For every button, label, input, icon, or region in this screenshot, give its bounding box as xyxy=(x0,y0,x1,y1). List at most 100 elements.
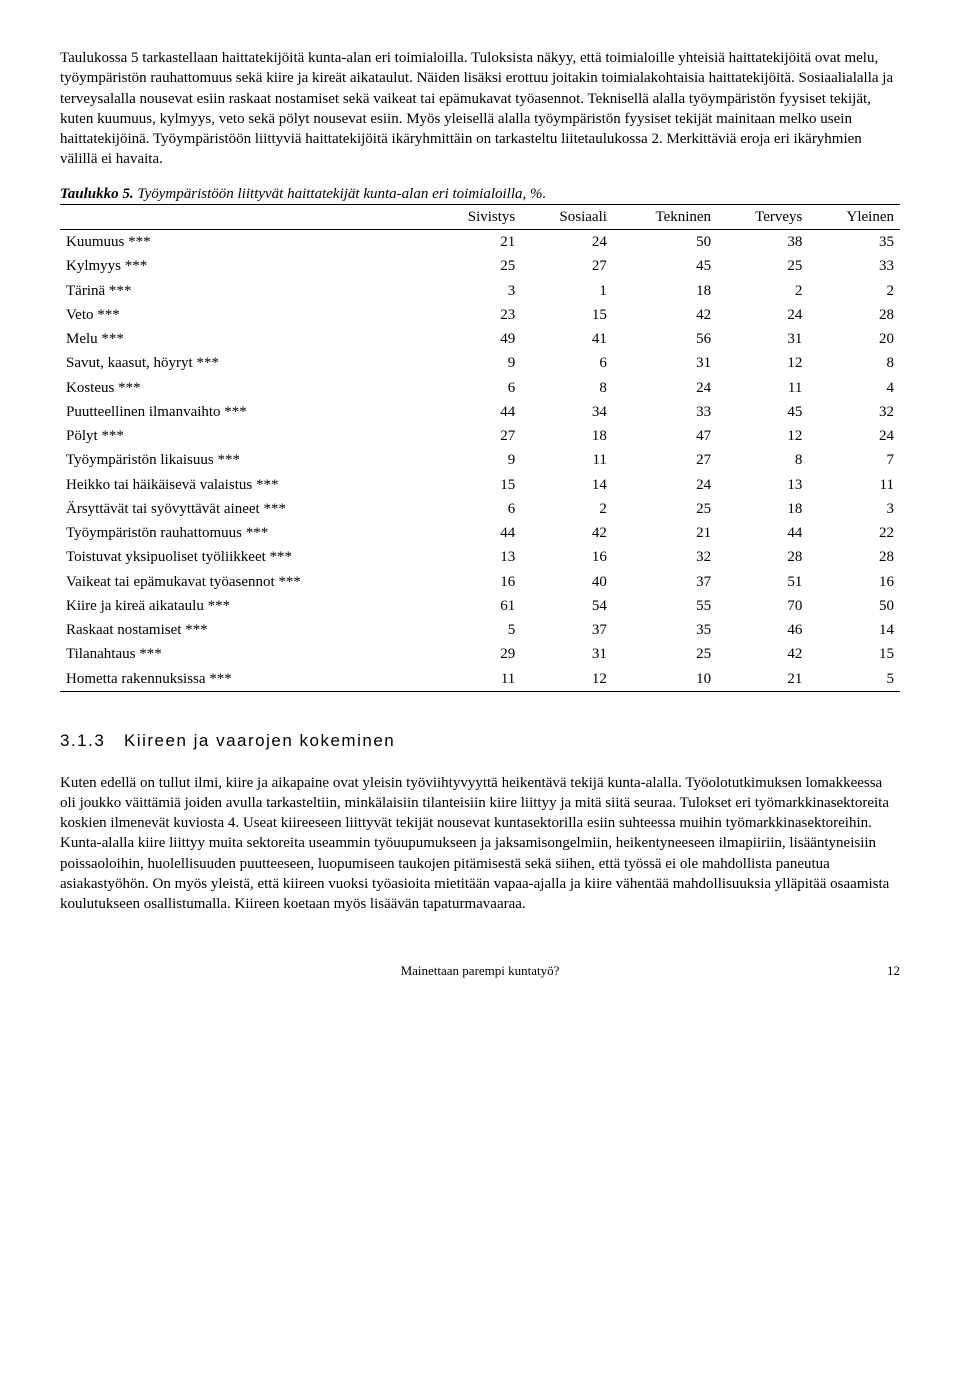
section-title: Kiireen ja vaarojen kokeminen xyxy=(124,731,395,750)
row-value: 8 xyxy=(521,376,613,400)
col-sivistys: Sivistys xyxy=(430,204,522,229)
row-value: 6 xyxy=(521,351,613,375)
row-value: 2 xyxy=(521,497,613,521)
row-label: Pölyt *** xyxy=(60,424,430,448)
row-value: 8 xyxy=(717,448,808,472)
row-value: 24 xyxy=(717,303,808,327)
row-value: 40 xyxy=(521,570,613,594)
col-tekninen: Tekninen xyxy=(613,204,717,229)
row-value: 28 xyxy=(717,545,808,569)
row-value: 32 xyxy=(808,400,900,424)
row-value: 24 xyxy=(613,473,717,497)
table-row: Tilanahtaus ***2931254215 xyxy=(60,642,900,666)
row-value: 20 xyxy=(808,327,900,351)
row-value: 7 xyxy=(808,448,900,472)
page-number: 12 xyxy=(887,962,900,980)
row-label: Tärinä *** xyxy=(60,279,430,303)
row-label: Kosteus *** xyxy=(60,376,430,400)
row-label: Heikko tai häikäisevä valaistus *** xyxy=(60,473,430,497)
row-value: 46 xyxy=(717,618,808,642)
table-row: Savut, kaasut, höyryt ***9631128 xyxy=(60,351,900,375)
section-number: 3.1.3 xyxy=(60,731,105,750)
row-value: 16 xyxy=(521,545,613,569)
row-value: 10 xyxy=(613,667,717,692)
row-value: 15 xyxy=(808,642,900,666)
row-value: 42 xyxy=(521,521,613,545)
row-label: Savut, kaasut, höyryt *** xyxy=(60,351,430,375)
row-value: 6 xyxy=(430,376,522,400)
row-value: 35 xyxy=(613,618,717,642)
col-yleinen: Yleinen xyxy=(808,204,900,229)
row-value: 45 xyxy=(717,400,808,424)
row-label: Kuumuus *** xyxy=(60,230,430,255)
table-row: Pölyt ***2718471224 xyxy=(60,424,900,448)
row-value: 44 xyxy=(717,521,808,545)
row-label: Kylmyys *** xyxy=(60,254,430,278)
table-row: Raskaat nostamiset ***537354614 xyxy=(60,618,900,642)
row-value: 13 xyxy=(717,473,808,497)
row-value: 24 xyxy=(808,424,900,448)
row-label: Toistuvat yksipuoliset työliikkeet *** xyxy=(60,545,430,569)
row-label: Tilanahtaus *** xyxy=(60,642,430,666)
row-value: 55 xyxy=(613,594,717,618)
table-row: Kosteus ***6824114 xyxy=(60,376,900,400)
table-row: Ärsyttävät tai syövyttävät aineet ***622… xyxy=(60,497,900,521)
row-value: 50 xyxy=(808,594,900,618)
row-value: 31 xyxy=(521,642,613,666)
row-value: 13 xyxy=(430,545,522,569)
table-row: Tärinä ***311822 xyxy=(60,279,900,303)
row-value: 2 xyxy=(717,279,808,303)
row-label: Veto *** xyxy=(60,303,430,327)
table-row: Toistuvat yksipuoliset työliikkeet ***13… xyxy=(60,545,900,569)
row-value: 51 xyxy=(717,570,808,594)
row-value: 33 xyxy=(613,400,717,424)
row-label: Melu *** xyxy=(60,327,430,351)
row-value: 24 xyxy=(521,230,613,255)
row-value: 56 xyxy=(613,327,717,351)
row-value: 47 xyxy=(613,424,717,448)
col-terveys: Terveys xyxy=(717,204,808,229)
row-value: 21 xyxy=(613,521,717,545)
row-value: 3 xyxy=(808,497,900,521)
col-blank xyxy=(60,204,430,229)
row-value: 5 xyxy=(808,667,900,692)
row-value: 42 xyxy=(613,303,717,327)
footer-text: Mainettaan parempi kuntatyö? xyxy=(401,963,560,978)
row-value: 16 xyxy=(430,570,522,594)
table-title: Taulukko 5. Työympäristöön liittyvät hai… xyxy=(60,184,900,204)
row-value: 21 xyxy=(717,667,808,692)
row-value: 49 xyxy=(430,327,522,351)
row-value: 12 xyxy=(717,424,808,448)
row-value: 11 xyxy=(521,448,613,472)
row-label: Puutteellinen ilmanvaihto *** xyxy=(60,400,430,424)
intro-paragraph: Taulukossa 5 tarkastellaan haittatekijöi… xyxy=(60,48,900,170)
table-row: Vaikeat tai epämukavat työasennot ***164… xyxy=(60,570,900,594)
row-value: 14 xyxy=(808,618,900,642)
row-value: 70 xyxy=(717,594,808,618)
row-label: Työympäristön rauhattomuus *** xyxy=(60,521,430,545)
table-row: Puutteellinen ilmanvaihto ***4434334532 xyxy=(60,400,900,424)
row-value: 8 xyxy=(808,351,900,375)
row-value: 38 xyxy=(717,230,808,255)
row-value: 61 xyxy=(430,594,522,618)
table-row: Heikko tai häikäisevä valaistus ***15142… xyxy=(60,473,900,497)
page-footer: Mainettaan parempi kuntatyö? 12 xyxy=(60,962,900,980)
row-value: 28 xyxy=(808,545,900,569)
row-value: 11 xyxy=(430,667,522,692)
row-value: 18 xyxy=(613,279,717,303)
row-value: 23 xyxy=(430,303,522,327)
row-value: 45 xyxy=(613,254,717,278)
row-value: 42 xyxy=(717,642,808,666)
row-value: 33 xyxy=(808,254,900,278)
row-value: 50 xyxy=(613,230,717,255)
row-label: Ärsyttävät tai syövyttävät aineet *** xyxy=(60,497,430,521)
row-value: 18 xyxy=(521,424,613,448)
row-value: 32 xyxy=(613,545,717,569)
row-value: 16 xyxy=(808,570,900,594)
row-value: 27 xyxy=(521,254,613,278)
haittatekijat-table: Sivistys Sosiaali Tekninen Terveys Ylein… xyxy=(60,204,900,692)
row-label: Kiire ja kireä aikataulu *** xyxy=(60,594,430,618)
row-value: 12 xyxy=(521,667,613,692)
table-row: Kylmyys ***2527452533 xyxy=(60,254,900,278)
table-title-bold: Taulukko 5. xyxy=(60,186,134,202)
